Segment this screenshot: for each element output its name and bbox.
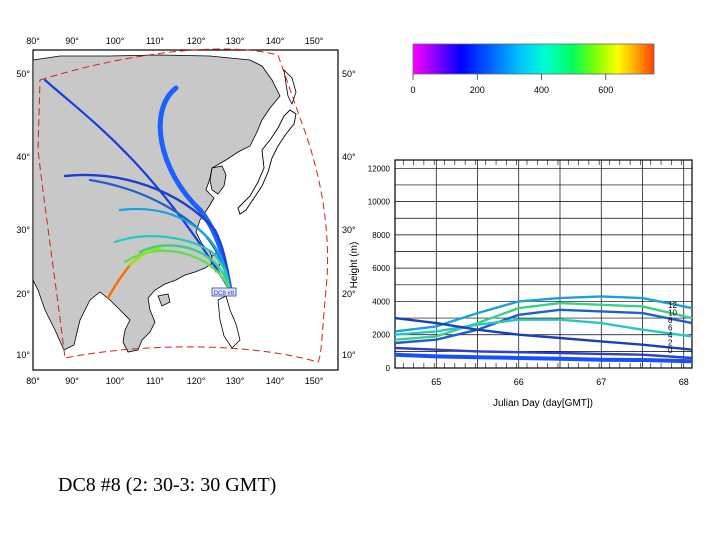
lat-tick-right: 40° <box>342 152 356 162</box>
x-axis-label: Julian Day (day[GMT]) <box>493 398 593 409</box>
lon-tick-top: 150° <box>305 36 324 46</box>
chart-series <box>394 295 693 364</box>
map-trajectory <box>106 263 132 300</box>
y-axis-ticks: 0 2000 4000 6000 8000 10000 12000 <box>368 164 391 373</box>
series-line-2 <box>394 346 693 360</box>
lat-tick-left: 30° <box>16 225 30 235</box>
map-trajectory <box>43 78 232 292</box>
map-trajectory <box>113 235 232 292</box>
lon-tick-top: 140° <box>266 36 285 46</box>
lon-tick-bottom: 150° <box>305 376 324 386</box>
lat-tick-right: 20° <box>342 289 356 299</box>
map-lat-ticks-left: 50° 40° 30° 20° 10° <box>16 69 30 360</box>
series-end-label: 2 <box>668 339 673 348</box>
x-tick-label: 65 <box>431 377 441 387</box>
series-end-label: 6 <box>668 324 673 333</box>
series-line-4 <box>394 316 693 351</box>
series-end-label: 8 <box>668 316 673 325</box>
lat-tick-left: 50° <box>16 69 30 79</box>
lon-tick-bottom: 110° <box>146 376 164 386</box>
land-japan <box>237 109 297 215</box>
series-end-label: 12 <box>668 301 677 310</box>
height-time-chart: 0 2000 4000 6000 8000 10000 12000 65 66 67 68 121… <box>349 159 693 409</box>
x-axis-ticks: 65 66 67 68 <box>431 377 689 387</box>
x-tick-label: 68 <box>679 377 689 387</box>
y-tick-label: 8000 <box>372 231 390 240</box>
lon-tick-top: 90° <box>65 36 79 46</box>
land-philippines <box>217 295 241 349</box>
series-end-label: 0 <box>668 346 673 355</box>
y-tick-label: 6000 <box>372 264 390 273</box>
lon-tick-top: 80° <box>26 36 40 46</box>
trajectory-map: 80° 90° 100° 110° 120° 130° 140° 150° 80… <box>16 36 356 386</box>
map-trajectory <box>138 244 232 292</box>
map-lon-ticks-top: 80° 90° 100° 110° 120° 130° 140° 150° <box>26 36 324 46</box>
lat-tick-left: 10° <box>16 350 30 360</box>
y-tick-label: 12000 <box>368 164 391 173</box>
lon-tick-bottom: 120° <box>187 376 206 386</box>
lon-tick-bottom: 90° <box>65 376 79 386</box>
y-tick-label: 10000 <box>368 198 391 207</box>
lon-tick-bottom: 100° <box>106 376 125 386</box>
map-trajectories <box>43 78 233 300</box>
colorbar: 0 200 400 600 <box>410 43 655 95</box>
map-lon-ticks-bottom: 80° 90° 100° 110° 120° 130° 140° 150° <box>26 376 324 386</box>
series-line-10 <box>394 301 693 341</box>
origin-label: DC8 #8 <box>214 291 235 297</box>
lat-tick-right: 10° <box>342 350 356 360</box>
y-tick-label: 2000 <box>372 331 390 340</box>
map-trajectory <box>128 246 162 267</box>
y-axis-label: Height (m) <box>349 242 360 289</box>
origin-marker <box>211 287 237 297</box>
lon-tick-top: 110° <box>146 36 164 46</box>
land-hainan <box>157 293 171 307</box>
lat-tick-left: 20° <box>16 289 30 299</box>
series-line-8 <box>394 308 693 345</box>
lon-tick-bottom: 140° <box>266 376 285 386</box>
colorbar-tick-label: 0 <box>410 85 415 95</box>
lat-tick-right: 30° <box>342 225 356 235</box>
land-asia <box>32 54 281 353</box>
domain-boundary <box>37 48 328 363</box>
colorbar-tick-label: 600 <box>598 85 613 95</box>
figure-caption: DC8 #8 (2: 30-3: 30 GMT) <box>58 474 277 496</box>
lon-tick-top: 130° <box>226 36 245 46</box>
colorbar-tick-label: 200 <box>470 85 485 95</box>
land-korea <box>209 165 227 195</box>
map-trajectory <box>63 173 232 292</box>
lon-tick-bottom: 130° <box>226 376 245 386</box>
series-end-label: 10 <box>668 309 677 318</box>
x-tick-label: 66 <box>514 377 524 387</box>
colorbar-ticks: 0 200 400 600 <box>410 74 613 95</box>
series-end-label: 4 <box>668 331 673 340</box>
series-line-0 <box>394 352 693 364</box>
lon-tick-bottom: 80° <box>26 376 40 386</box>
colorbar-gradient <box>412 43 655 75</box>
y-tick-label: 0 <box>386 364 391 373</box>
y-tick-label: 4000 <box>372 297 390 306</box>
lat-tick-left: 40° <box>16 152 30 162</box>
lat-tick-right: 50° <box>342 69 356 79</box>
map-trajectory <box>157 85 233 293</box>
lon-tick-top: 100° <box>106 36 125 46</box>
x-tick-label: 67 <box>596 377 606 387</box>
lon-tick-top: 120° <box>187 36 206 46</box>
series-line-6 <box>394 318 693 338</box>
colorbar-tick-label: 400 <box>534 85 549 95</box>
land-sakhalin <box>283 68 297 106</box>
map-lat-ticks-right: 50° 40° 30° 20° 10° <box>342 69 356 360</box>
